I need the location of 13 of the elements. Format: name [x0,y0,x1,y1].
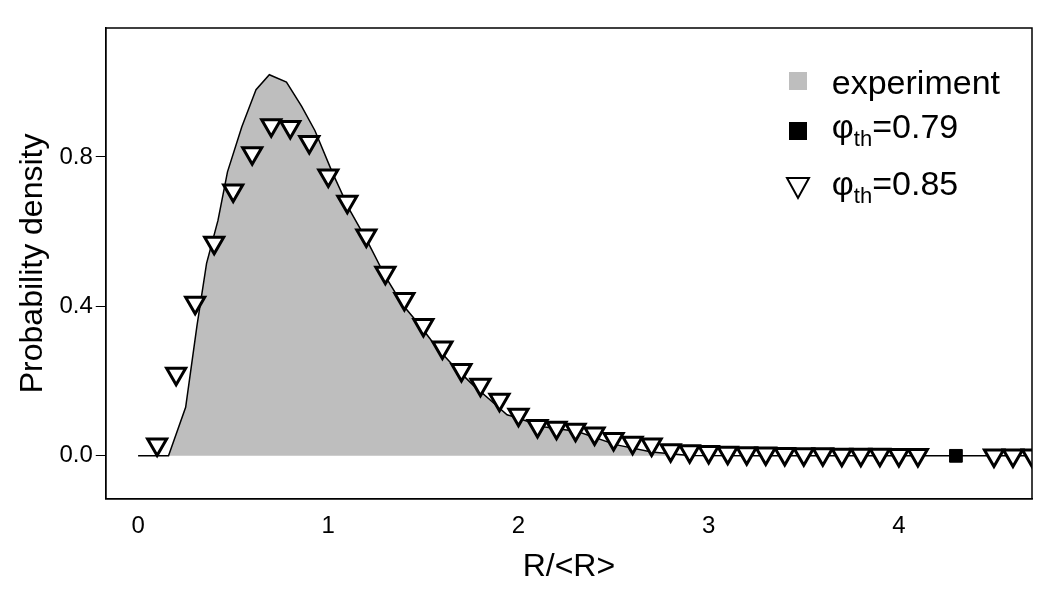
x-tick-label: 4 [892,510,906,538]
y-axis-title: Probability density [13,133,50,394]
y-tick-label: 0.4 [59,290,93,318]
legend-label: φ$_{th}$=0.85 [831,162,959,210]
legend-label: φ$_{th}$=0.79 [831,106,959,153]
x-tick-label: 0 [131,510,145,538]
x-tick-label: 2 [511,510,526,538]
x-axis-title: R/<R> [522,546,616,583]
legend-label: experiment [831,62,1000,103]
x-tick-label: 3 [701,510,716,538]
x-tick-label: 1 [321,510,335,538]
y-tick-label: 0.8 [59,141,93,169]
y-tick-label: 0.0 [59,440,93,468]
